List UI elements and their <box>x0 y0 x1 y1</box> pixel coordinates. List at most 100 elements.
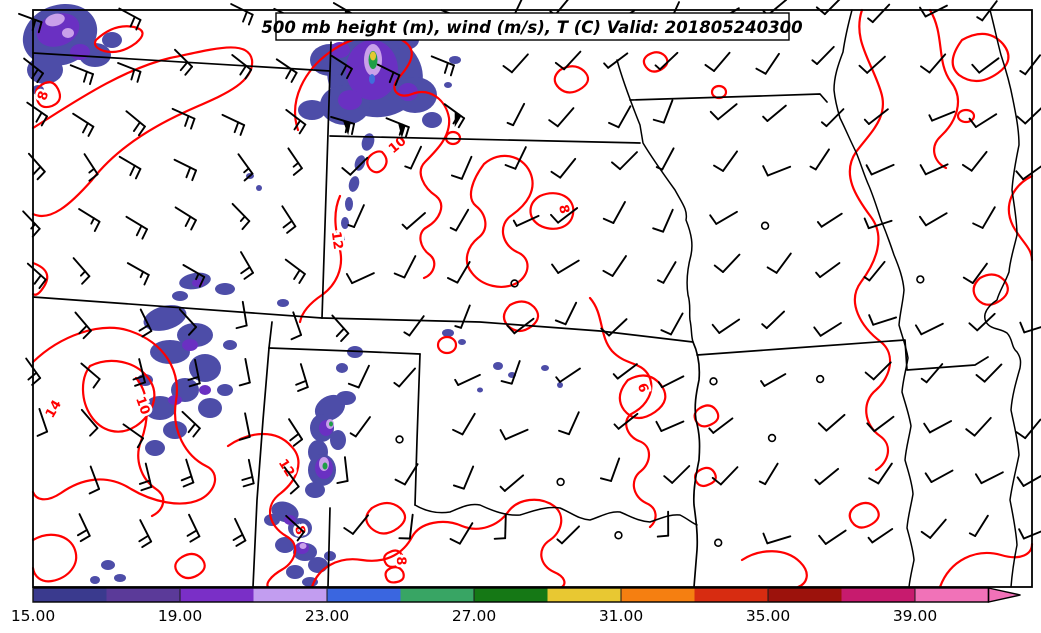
title-box <box>275 12 790 41</box>
wind-barb <box>72 112 95 137</box>
wind-barb <box>504 146 527 170</box>
wind-barb <box>443 103 466 129</box>
wind-barb <box>287 147 303 176</box>
wind-barb <box>968 514 989 537</box>
wind-barb <box>928 110 956 122</box>
wind-barb <box>663 465 691 484</box>
wind-barb <box>341 156 369 176</box>
wind-barb <box>500 360 521 385</box>
wind-barb <box>72 257 91 285</box>
colorbar-segment <box>180 588 254 602</box>
wind-barb <box>231 54 253 80</box>
wind-barb <box>968 113 998 128</box>
wind-barb <box>602 201 626 224</box>
wind-barb <box>711 318 741 334</box>
wind-barb <box>556 525 580 545</box>
wind-barb <box>758 462 779 486</box>
wind-barb <box>122 423 144 449</box>
wind-barb <box>506 102 526 127</box>
wind-barb <box>347 364 370 389</box>
wind-barb <box>923 420 953 434</box>
wind-barb <box>454 304 471 329</box>
colorbar-tick-label: 15.00 <box>11 607 55 625</box>
wind-barb <box>74 311 92 340</box>
wind-barb <box>80 362 101 389</box>
wind-barb <box>864 361 892 381</box>
wind-barb <box>762 532 792 545</box>
wind-barb <box>611 151 638 171</box>
wind-barb <box>454 373 481 386</box>
wind-barb <box>26 262 47 290</box>
colorbar-tick-label: 19.00 <box>158 607 202 625</box>
wind-barb <box>330 115 356 136</box>
wind-barb <box>817 413 846 432</box>
wind-barb <box>551 259 580 274</box>
wind-barb <box>762 104 787 122</box>
wind-barb <box>554 50 582 71</box>
wind-barb <box>238 412 251 441</box>
wind-barb <box>452 465 475 490</box>
wind-barb <box>660 312 684 336</box>
wind-barb <box>863 217 893 230</box>
wind-barb <box>599 457 621 482</box>
wind-barb <box>125 110 146 137</box>
wind-barb <box>815 262 841 279</box>
wind-barb <box>866 415 895 433</box>
colorbar-tick-label: 27.00 <box>452 607 496 625</box>
colorbar-tick-label: 35.00 <box>746 607 790 625</box>
wind-barb <box>138 308 153 338</box>
wind-barb <box>449 208 470 232</box>
wind-barb <box>711 466 739 486</box>
wind-barb <box>118 155 142 180</box>
wind-barb <box>654 51 679 71</box>
wind-barb <box>965 416 992 437</box>
calm-wind-icon <box>714 538 723 547</box>
wind-barb <box>125 215 148 240</box>
wind-barb <box>403 315 425 337</box>
wind-barb <box>918 212 948 227</box>
wind-barb <box>858 55 886 74</box>
wind-barb <box>656 510 670 538</box>
wind-barb <box>499 474 525 492</box>
wind-barb <box>240 251 254 280</box>
wind-barb <box>178 308 197 336</box>
calm-wind-icon <box>815 374 825 384</box>
wind-barb <box>285 108 307 135</box>
wind-barb <box>811 45 835 65</box>
wind-barb <box>655 420 685 432</box>
contour-label: 12 <box>328 231 345 251</box>
colorbar-tick-label: 23.00 <box>305 607 349 625</box>
wind-barb <box>865 163 895 176</box>
wind-barb <box>449 522 474 545</box>
wind-barb <box>1019 321 1041 334</box>
colorbar-segment <box>33 588 107 602</box>
map-frame <box>32 9 1033 588</box>
wind-barb <box>499 428 529 441</box>
wind-barb <box>760 373 787 387</box>
wind-barb <box>655 147 675 171</box>
wind-barb <box>974 471 1004 485</box>
wind-barb <box>401 212 426 230</box>
colorbar-segment <box>621 588 695 602</box>
wind-barb <box>404 145 422 170</box>
wind-barb <box>345 272 375 285</box>
colorbar-tick-label: 31.00 <box>599 607 643 625</box>
wind-barb <box>867 528 894 544</box>
wind-barb <box>920 53 947 74</box>
wind-barb <box>181 410 201 438</box>
calm-wind-icon <box>767 433 777 443</box>
wind-barb <box>761 310 786 330</box>
wind-barb <box>818 529 847 545</box>
wind-barb <box>704 51 731 72</box>
colorbar-segment <box>547 588 622 602</box>
wind-barb <box>820 108 845 128</box>
wind-barb <box>182 264 206 288</box>
wind-barb <box>652 99 674 124</box>
wind-barb <box>27 152 46 181</box>
wind-barb <box>919 4 948 18</box>
wind-barb <box>550 157 577 179</box>
wind-barb <box>502 53 529 74</box>
wind-barb <box>612 363 638 380</box>
wind-barb <box>281 205 297 234</box>
wind-barb <box>174 206 197 231</box>
